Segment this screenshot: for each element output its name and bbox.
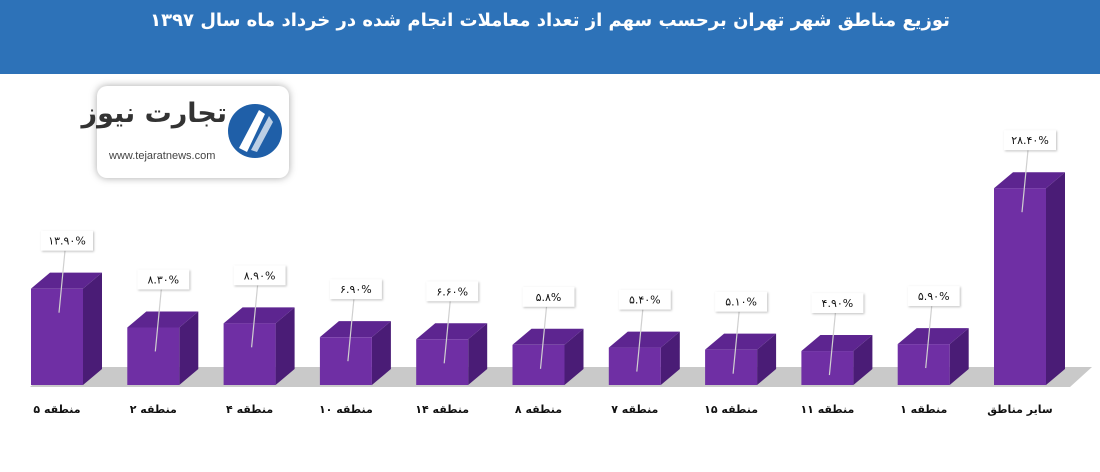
bar-front — [223, 323, 276, 385]
data-label-box — [522, 286, 575, 307]
data-label: ۶.۹۰% — [340, 283, 372, 296]
logo-brand-text: تجارت نیوز — [81, 98, 227, 129]
data-label: ۵.۹۰% — [918, 290, 950, 303]
leader-line — [58, 250, 66, 313]
bar-side — [757, 333, 777, 385]
data-label-box — [41, 230, 93, 251]
data-label: ۴.۹۰% — [822, 297, 854, 310]
category-label: سایر مناطق — [987, 403, 1052, 416]
leader-line — [443, 301, 451, 364]
bar-1: ۱۳.۹۰% منطقه ۵ — [31, 230, 102, 416]
bar-front — [705, 349, 758, 385]
bar-7: ۵.۴۰% منطقه ۷ — [608, 289, 680, 416]
bar-front — [127, 327, 180, 385]
leader-line — [154, 289, 162, 352]
bar-6: ۵.۸% منطقه ۸ — [512, 286, 584, 416]
data-label: ۱۳.۹۰% — [48, 235, 86, 248]
data-label: ۵.۸% — [536, 291, 562, 304]
logo-mark-icon — [228, 104, 282, 158]
bar-top — [608, 331, 680, 348]
data-label-box — [715, 291, 768, 312]
category-label: منطقه ۱ — [900, 403, 947, 416]
data-label: ۸.۳۰% — [147, 273, 179, 286]
logo-url: www.tejaratnews.com — [109, 150, 216, 162]
category-label: منطقه ۸ — [515, 403, 562, 416]
bar-top — [994, 172, 1065, 189]
leader-line — [732, 311, 740, 374]
bar-top — [705, 333, 777, 350]
bar-10: ۵.۹۰% منطقه ۱ — [897, 286, 969, 416]
bar-9: ۴.۹۰% منطقه ۱۱ — [800, 293, 873, 416]
leader-line — [539, 306, 548, 369]
bar-side — [83, 272, 102, 385]
data-label-box — [137, 269, 190, 290]
data-label: ۵.۴۰% — [629, 294, 661, 307]
data-label-box — [811, 293, 864, 314]
bar-11: ۲۸.۴۰% سایر مناطق — [987, 130, 1065, 416]
data-label: ۲۸.۴۰% — [1011, 134, 1049, 147]
data-label-box — [329, 279, 382, 300]
category-label: منطقه ۱۵ — [704, 403, 758, 416]
bar-side — [179, 311, 199, 385]
data-label: ۵.۱۰% — [725, 296, 757, 309]
data-label-box — [1004, 130, 1056, 151]
data-label-box — [618, 289, 671, 310]
leader-line — [925, 306, 933, 369]
bar-3: ۸.۹۰% منطقه ۴ — [223, 265, 295, 416]
category-label: منطقه ۵ — [33, 403, 80, 416]
title-banner: توزیع مناطق شهر تهران برحسب سهم از تعداد… — [0, 0, 1100, 74]
category-label: منطقه ۷ — [611, 403, 658, 416]
bar-side — [853, 335, 873, 385]
chart-title: توزیع مناطق شهر تهران برحسب سهم از تعداد… — [150, 10, 950, 31]
bar-top — [897, 328, 969, 345]
data-label: ۶.۶۰% — [436, 285, 468, 298]
bar-front — [801, 351, 854, 385]
leader-line — [1021, 150, 1029, 213]
bar-side — [1046, 172, 1065, 385]
bar-front — [897, 344, 950, 385]
bar-top — [319, 321, 391, 338]
bar-front — [31, 288, 83, 385]
bar-top — [223, 307, 295, 324]
leader-line — [251, 285, 259, 348]
category-label: منطقه ۴ — [226, 403, 273, 416]
bar-front — [994, 188, 1046, 385]
bar-4: ۶.۹۰% منطقه ۱۰ — [319, 279, 391, 416]
bar-front — [416, 339, 469, 385]
leader-line — [828, 312, 836, 376]
bar-side — [949, 328, 969, 385]
category-label: منطقه ۱۴ — [415, 403, 469, 416]
bar-side — [371, 321, 391, 385]
data-label-box — [233, 265, 286, 286]
bar-top — [801, 335, 873, 352]
leader-line — [347, 299, 355, 362]
data-label-box — [907, 286, 960, 307]
bar-top — [512, 328, 584, 345]
brand-logo: تجارت نیوز www.tejaratnews.com — [82, 86, 289, 178]
leader-line — [636, 309, 644, 372]
bar-top — [127, 311, 199, 328]
bar-8: ۵.۱۰% منطقه ۱۵ — [704, 291, 777, 416]
bar-side — [275, 307, 295, 385]
bar-side — [564, 328, 584, 385]
data-label: ۸.۹۰% — [244, 269, 276, 282]
bar-front — [319, 337, 372, 385]
data-label-box — [426, 281, 479, 302]
category-label: منطقه ۱۰ — [319, 403, 373, 416]
bar-side — [468, 323, 488, 385]
bar-2: ۸.۳۰% منطقه ۲ — [127, 269, 199, 416]
category-label: منطقه ۱۱ — [800, 403, 854, 416]
category-label: منطقه ۲ — [130, 403, 177, 416]
bar-front — [608, 347, 661, 385]
bar-5: ۶.۶۰% منطقه ۱۴ — [415, 281, 488, 416]
bar-top — [31, 272, 102, 289]
bar-side — [660, 331, 680, 385]
bar-front — [512, 344, 565, 385]
bar-top — [416, 323, 488, 340]
